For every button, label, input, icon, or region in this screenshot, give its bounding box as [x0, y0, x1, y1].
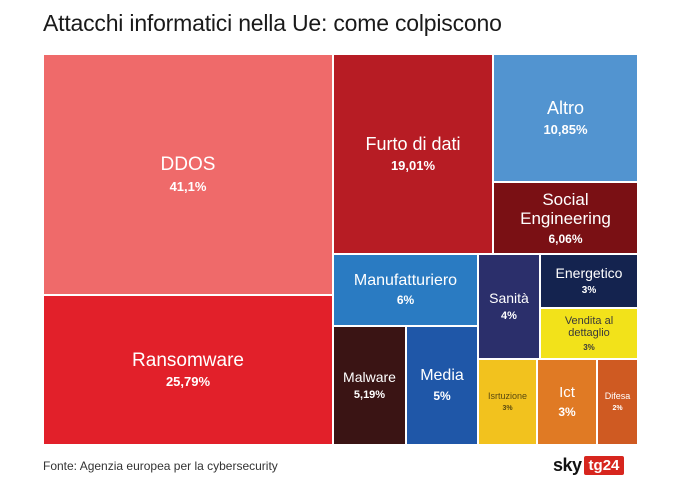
- tile-value: 4%: [501, 310, 517, 323]
- tile-label: Social Engineering: [520, 189, 611, 229]
- treemap-tile-ict: Ict 3%: [537, 359, 597, 445]
- treemap-tile-ddos: DDOS 41,1%: [43, 54, 333, 295]
- chart-title: Attacchi informatici nella Ue: come colp…: [43, 10, 502, 36]
- sky-tg24-logo: sky tg24: [553, 452, 625, 478]
- tile-value: 5%: [433, 388, 451, 403]
- treemap-tile-difesa: Difesa 2%: [597, 359, 638, 445]
- treemap-tile-media: Media 5%: [406, 326, 478, 445]
- tile-label: DDOS: [160, 154, 216, 176]
- tile-label: Manufatturiero: [353, 271, 458, 289]
- tile-label: Ransomware: [132, 349, 244, 371]
- tile-value: 3%: [583, 343, 595, 353]
- source-note: Fonte: Agenzia europea per la cybersecur…: [43, 459, 278, 473]
- treemap-tile-vendita-al-dettaglio: Vendita al dettaglio 3%: [540, 308, 638, 359]
- treemap-tile-sanit-: Sanità 4%: [478, 254, 540, 359]
- treemap-tile-energetico: Energetico 3%: [540, 254, 638, 308]
- tile-value: 3%: [502, 404, 513, 412]
- tile-label: Media: [420, 367, 464, 385]
- treemap-tile-isrtuzione: Isrtuzione 3%: [478, 359, 537, 445]
- tile-value: 6%: [396, 293, 415, 308]
- treemap-tile-ransomware: Ransomware 25,79%: [43, 295, 333, 445]
- tile-label: Sanità: [489, 290, 529, 307]
- tile-value: 41,1%: [169, 178, 207, 194]
- tile-label: Energetico: [555, 265, 623, 282]
- tile-value: 3%: [581, 285, 597, 297]
- tile-value: 3%: [558, 404, 576, 419]
- tile-label: Furto di dati: [365, 134, 461, 155]
- tile-label: Vendita al dettaglio: [564, 314, 614, 340]
- logo-sky-text: sky: [553, 454, 582, 475]
- treemap-tile-furto-di-dati: Furto di dati 19,01%: [333, 54, 493, 254]
- treemap-tile-altro: Altro 10,85%: [493, 54, 638, 182]
- tile-label: Altro: [546, 98, 584, 119]
- treemap-tile-malware: Malware 5,19%: [333, 326, 406, 445]
- tile-value: 2%: [612, 404, 623, 412]
- tile-value: 5,19%: [353, 389, 386, 402]
- tile-value: 25,79%: [165, 374, 211, 390]
- tile-label: Difesa: [604, 391, 631, 402]
- tile-value: 6,06%: [548, 231, 583, 246]
- tile-label: Malware: [343, 369, 396, 386]
- treemap-tile-social-engineering: Social Engineering 6,06%: [493, 182, 638, 254]
- logo-tg24-text: tg24: [583, 455, 625, 475]
- treemap-tile-manufatturiero: Manufatturiero 6%: [333, 254, 478, 326]
- tile-label: Isrtuzione: [487, 391, 528, 402]
- tile-value: 10,85%: [543, 121, 588, 137]
- tile-value: 19,01%: [390, 157, 436, 173]
- tile-label: Ict: [559, 384, 575, 402]
